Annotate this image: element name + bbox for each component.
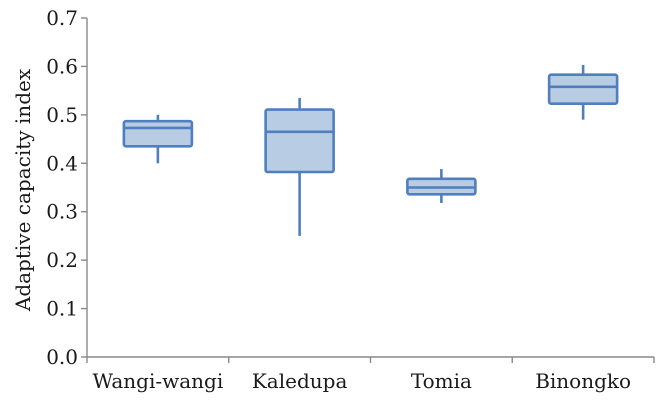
box-wangi-wangi <box>122 114 194 164</box>
y-tick-label: 0.7 <box>46 6 78 30</box>
x-tick-label: Tomia <box>411 369 472 393</box>
y-tick-label: 0.2 <box>46 248 78 272</box>
box-binongko <box>547 64 619 120</box>
y-tick-label: 0.6 <box>46 54 78 78</box>
y-axis-title: Adaptive capacity index <box>11 68 35 312</box>
x-axis: Wangi-wangi Kaledupa Tomia Binongko <box>86 356 655 393</box>
y-tick-label: 0.3 <box>46 200 78 224</box>
x-tick-label: Binongko <box>535 369 631 393</box>
y-axis: 0.0 0.1 0.2 0.3 0.4 0.5 0.6 0.7 <box>46 6 88 369</box>
x-tick-label: Wangi-wangi <box>93 369 224 393</box>
y-tick-label: 0.4 <box>46 151 78 175</box>
box-kaledupa <box>264 97 335 236</box>
iqr-box <box>264 108 335 174</box>
y-tick-label: 0.0 <box>46 345 78 369</box>
x-tick-label: Kaledupa <box>252 369 348 393</box>
y-tick-label: 0.1 <box>46 297 78 321</box>
boxes-layer <box>122 64 619 236</box>
iqr-box <box>122 119 194 148</box>
y-tick-label: 0.5 <box>46 103 78 127</box>
iqr-box <box>547 73 619 106</box>
box-tomia <box>406 169 477 203</box>
